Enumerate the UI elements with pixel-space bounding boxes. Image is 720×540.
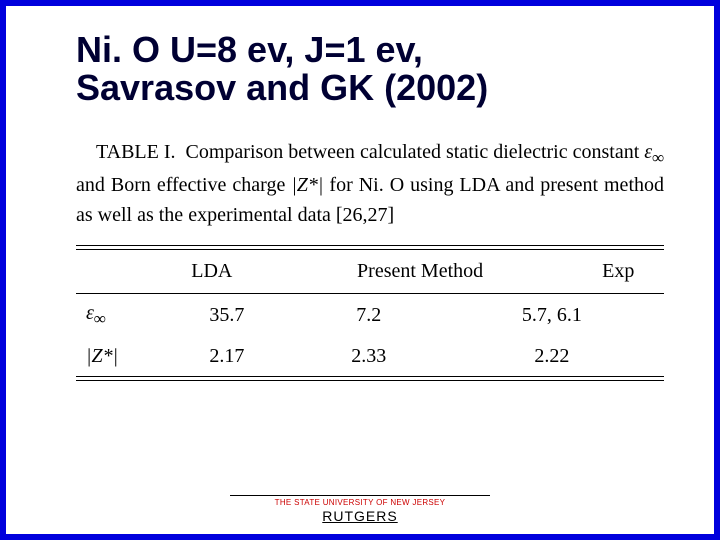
slide-title: Ni. O U=8 ev, J=1 ev, Savrasov and GK (2… bbox=[76, 31, 664, 107]
footer: THE STATE UNIVERSITY OF NEW JERSEY RUTGE… bbox=[230, 495, 490, 524]
table-caption: TABLE I. Comparison between calculated s… bbox=[76, 137, 664, 230]
table-row: ε∞ 35.7 7.2 5.7, 6.1 bbox=[76, 294, 664, 337]
caption-t1: Comparison between calculated static die… bbox=[186, 141, 645, 163]
col-exp: Exp bbox=[573, 250, 664, 293]
slide-content: Ni. O U=8 ev, J=1 ev, Savrasov and GK (2… bbox=[6, 6, 714, 381]
data-table-body: ε∞ 35.7 7.2 5.7, 6.1 |Z*| 2.17 2.33 2.22 bbox=[76, 294, 664, 376]
footer-university: THE STATE UNIVERSITY OF NEW JERSEY bbox=[230, 498, 490, 507]
data-table: LDA Present Method Exp bbox=[76, 250, 664, 293]
col-lda: LDA bbox=[156, 250, 268, 293]
footer-rutgers: RUTGERS bbox=[230, 508, 490, 524]
table-header-row: LDA Present Method Exp bbox=[76, 250, 664, 293]
row2-label: |Z*| bbox=[76, 337, 156, 376]
table-row: |Z*| 2.17 2.33 2.22 bbox=[76, 337, 664, 376]
caption-prefix: TABLE I. bbox=[96, 141, 176, 163]
row1-sub: ∞ bbox=[94, 309, 106, 328]
title-line1: Ni. O U=8 ev, J=1 ev, bbox=[76, 29, 423, 70]
row1-exp: 5.7, 6.1 bbox=[440, 294, 664, 337]
row1-lda: 35.7 bbox=[156, 294, 298, 337]
caption-eps: ε bbox=[644, 141, 652, 163]
footer-rule bbox=[230, 495, 490, 496]
data-table-wrap: LDA Present Method Exp ε∞ 35.7 7.2 5.7, … bbox=[76, 245, 664, 381]
title-line2: Savrasov and GK (2002) bbox=[76, 67, 488, 108]
bottom-double-rule bbox=[76, 376, 664, 381]
col-blank bbox=[76, 250, 156, 293]
row1-label: ε∞ bbox=[76, 294, 156, 337]
caption-t2: and Born effective charge bbox=[76, 174, 291, 196]
caption-inf: ∞ bbox=[652, 148, 664, 167]
col-pm: Present Method bbox=[268, 250, 573, 293]
row1-pm: 7.2 bbox=[298, 294, 440, 337]
row2-pm: 2.33 bbox=[298, 337, 440, 376]
row2-exp: 2.22 bbox=[440, 337, 664, 376]
caption-z: |Z*| bbox=[291, 174, 323, 196]
row2-lda: 2.17 bbox=[156, 337, 298, 376]
row1-sym: ε bbox=[86, 302, 94, 324]
